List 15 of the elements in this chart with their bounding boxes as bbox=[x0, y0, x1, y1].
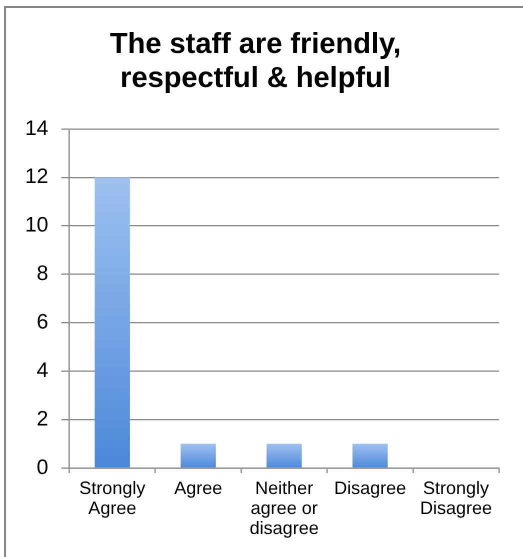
x-tick-label: Disagree bbox=[334, 478, 406, 498]
chart-title: The staff are friendly, respectful & helpful bbox=[110, 28, 402, 94]
y-tick-label: 12 bbox=[25, 165, 48, 188]
chart-frame: The staff are friendly, respectful & helpful Strongly Agree Agree Neither agree or disagree Disagree Strongly Disagree 0 2 4 6 8 10 12 14 bbox=[4, 6, 523, 557]
x-tick-label: Strongly Disagree bbox=[420, 478, 492, 518]
y-tick-label: 8 bbox=[36, 262, 48, 286]
y-tick-label: 2 bbox=[36, 407, 48, 430]
y-tick-label: 4 bbox=[36, 358, 49, 382]
x-tick-label: Agree bbox=[174, 478, 222, 498]
y-tick-label: 0 bbox=[36, 456, 48, 479]
y-tick-label: 6 bbox=[36, 310, 48, 334]
y-tick-label: 14 bbox=[25, 116, 49, 140]
y-tick-label: 10 bbox=[25, 214, 48, 237]
x-tick-label: Strongly Agree bbox=[79, 478, 146, 518]
x-tick-label: Neither agree or disagree bbox=[250, 478, 319, 538]
